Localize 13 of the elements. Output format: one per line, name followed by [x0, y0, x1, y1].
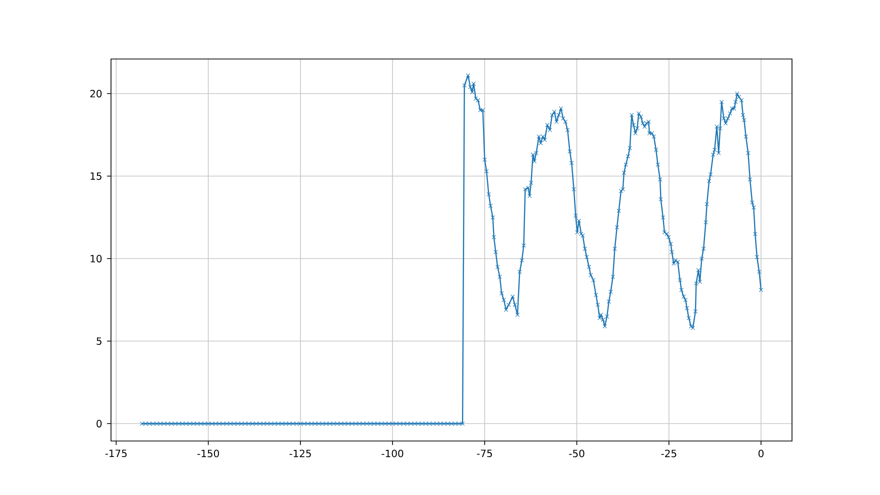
y-tick-label: 0: [96, 420, 102, 428]
x-tick-label: -125: [290, 450, 311, 458]
y-tick-label: 10: [90, 254, 102, 262]
x-tick-label: -175: [105, 450, 127, 458]
x-tick-label: -75: [476, 450, 492, 458]
x-tick-label: -150: [197, 450, 219, 458]
y-tick-label: 15: [90, 172, 102, 180]
x-tick-label: 0: [758, 450, 764, 458]
y-tick-label: 5: [96, 337, 102, 345]
x-tick-label: -50: [569, 450, 584, 458]
y-tick-label: 20: [90, 90, 102, 98]
x-tick-label: -100: [382, 450, 404, 458]
x-tick-label: -25: [661, 450, 676, 458]
